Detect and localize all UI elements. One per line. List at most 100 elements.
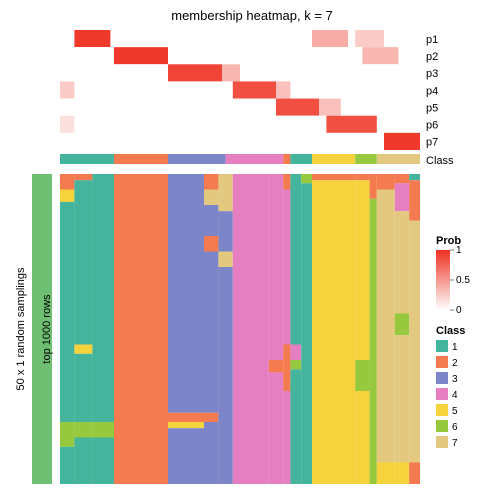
main-cell (204, 190, 218, 206)
class-legend-swatch (436, 340, 448, 352)
class-legend-label: 1 (452, 342, 458, 353)
main-cell (92, 438, 114, 485)
main-cell (395, 314, 409, 336)
main-cell (395, 183, 409, 211)
main-cell (290, 369, 301, 484)
main-cell (377, 190, 395, 463)
main-cell (395, 335, 409, 462)
main-cell (395, 462, 409, 484)
main-cell (60, 174, 74, 190)
main-cell (355, 174, 369, 180)
heat-cell (355, 30, 384, 47)
classbar-segment (290, 154, 312, 164)
main-cell (409, 221, 420, 463)
classbar-segment (377, 154, 420, 164)
main-cell (283, 345, 290, 392)
prob-legend-tick: 1 (456, 245, 462, 256)
heat-row-label: p2 (426, 51, 438, 63)
class-legend-label: 6 (452, 422, 458, 433)
heat-cell (168, 64, 222, 81)
classbar-segment (226, 154, 284, 164)
class-legend-swatch (436, 404, 448, 416)
main-cell (355, 180, 369, 360)
main-cell (290, 345, 301, 361)
classbar-segment (60, 154, 114, 164)
heat-row (60, 99, 420, 116)
main-cell (74, 180, 92, 344)
sampling-label-inner: top 1000 rows (41, 294, 53, 364)
heat-cell (312, 30, 348, 47)
main-cell (204, 413, 218, 422)
class-legend-swatch (436, 372, 448, 384)
heat-cell (362, 47, 398, 64)
heat-cell (326, 116, 376, 133)
main-cell (204, 236, 218, 252)
class-legend-label: 2 (452, 358, 458, 369)
main-cell (60, 447, 74, 484)
main-cell (370, 174, 377, 199)
heat-row-label: p5 (426, 102, 438, 114)
class-legend-label: 4 (452, 390, 458, 401)
main-cell (312, 174, 355, 180)
classbar-label: Class (426, 155, 454, 167)
main-cell (283, 391, 290, 484)
heat-cell (276, 99, 319, 116)
class-legend-label: 5 (452, 406, 458, 417)
class-legend-swatch (436, 356, 448, 368)
main-cell (395, 211, 409, 313)
classbar-segment (114, 154, 168, 164)
heat-row (60, 133, 420, 150)
main-cell (74, 345, 92, 354)
main-cell (74, 438, 92, 485)
heat-cell (384, 133, 420, 150)
class-legend-title: Class (436, 325, 465, 337)
heat-cell (74, 30, 110, 47)
main-cell (312, 180, 355, 484)
main-cell (290, 360, 301, 369)
main-cell (168, 428, 204, 484)
main-cell (283, 174, 290, 190)
sampling-label-outer: 50 x 1 random samplings (15, 267, 27, 390)
heat-cell (222, 64, 240, 81)
heat-cell (233, 81, 276, 98)
main-cell (269, 372, 283, 484)
heat-row-label: p6 (426, 120, 438, 132)
heat-row-label: p4 (426, 85, 438, 97)
prob-legend-tick: 0.5 (456, 275, 470, 286)
main-cell (370, 199, 377, 484)
main-cell (269, 174, 283, 360)
heat-cell (114, 47, 168, 64)
main-cell (204, 205, 218, 236)
main-cell (218, 267, 232, 484)
classbar-segment (168, 154, 226, 164)
main-cell (60, 422, 74, 447)
main-cell (233, 174, 269, 484)
main-cell (355, 391, 369, 484)
main-cell (409, 174, 420, 180)
class-legend-swatch (436, 388, 448, 400)
main-cell (204, 174, 218, 190)
main-cell (204, 252, 218, 413)
main-cell (409, 180, 420, 220)
main-cell (377, 174, 395, 190)
main-cell (114, 174, 168, 484)
main-cell (168, 422, 204, 428)
main-cell (290, 174, 301, 345)
main-cell (301, 174, 312, 183)
class-legend-swatch (436, 420, 448, 432)
main-cell (92, 422, 114, 438)
classbar-segment (283, 154, 290, 164)
main-cell (204, 422, 218, 484)
main-cell (283, 190, 290, 345)
main-cell (409, 462, 420, 484)
main-cell (395, 174, 409, 183)
prob-legend-tick: 0 (456, 305, 462, 316)
heatmap-svg: p1p2p3p4p5p6p7Class50 x 1 random samplin… (0, 0, 504, 504)
heat-row-label: p1 (426, 34, 438, 46)
heat-cell (319, 99, 341, 116)
heat-cell (60, 116, 74, 133)
class-legend-swatch (436, 436, 448, 448)
prob-legend-bar (436, 250, 450, 310)
main-cell (377, 462, 395, 484)
main-cell (355, 360, 369, 391)
